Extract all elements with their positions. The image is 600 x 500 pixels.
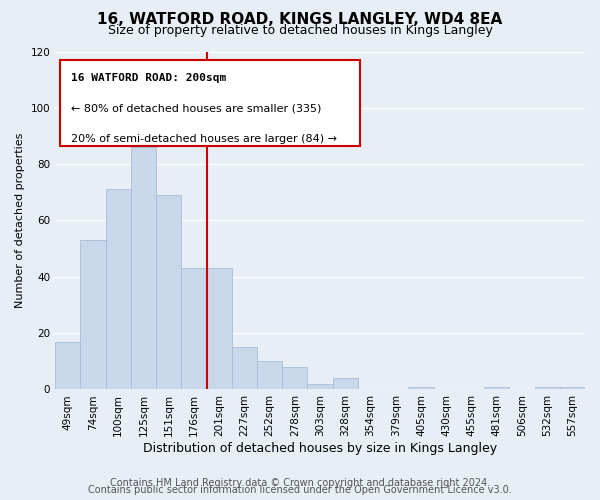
Bar [409,386,434,390]
Bar [484,386,509,390]
Bar [131,148,156,390]
Bar [181,268,206,390]
Bar [156,195,181,390]
Bar [206,268,232,390]
Bar [232,347,257,390]
Bar [282,367,307,390]
Bar [106,190,131,390]
Text: Size of property relative to detached houses in Kings Langley: Size of property relative to detached ho… [107,24,493,37]
Bar [257,362,282,390]
Bar [55,342,80,390]
Bar [535,386,560,390]
Bar [332,378,358,390]
X-axis label: Distribution of detached houses by size in Kings Langley: Distribution of detached houses by size … [143,442,497,455]
Bar [307,384,332,390]
Bar [560,386,585,390]
Bar [80,240,106,390]
Text: 16 WATFORD ROAD: 200sqm: 16 WATFORD ROAD: 200sqm [71,74,226,84]
Text: 16, WATFORD ROAD, KINGS LANGLEY, WD4 8EA: 16, WATFORD ROAD, KINGS LANGLEY, WD4 8EA [97,12,503,28]
FancyBboxPatch shape [61,60,360,146]
Y-axis label: Number of detached properties: Number of detached properties [15,133,25,308]
Text: ← 80% of detached houses are smaller (335): ← 80% of detached houses are smaller (33… [71,104,322,114]
Text: Contains HM Land Registry data © Crown copyright and database right 2024.: Contains HM Land Registry data © Crown c… [110,478,490,488]
Text: Contains public sector information licensed under the Open Government Licence v3: Contains public sector information licen… [88,485,512,495]
Text: 20% of semi-detached houses are larger (84) →: 20% of semi-detached houses are larger (… [71,134,337,144]
